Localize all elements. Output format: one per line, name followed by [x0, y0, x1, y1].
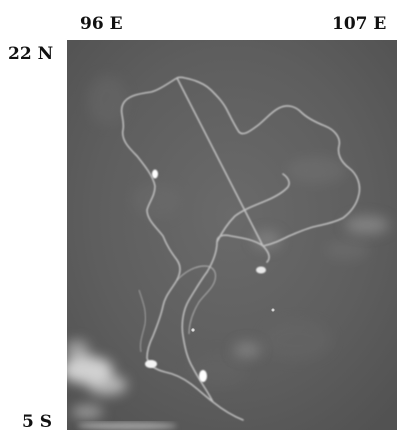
cloud-cover [67, 216, 389, 419]
latitude-label-north: 22 N [8, 44, 54, 64]
satellite-map-svg [67, 40, 397, 430]
coastline-outline [120, 76, 361, 421]
gulf-coastline [176, 265, 217, 335]
longitude-label-west: 96 E [80, 14, 123, 34]
satellite-map-image [67, 40, 397, 430]
cloud-streak-bottom [77, 422, 177, 430]
latitude-label-south: 5 S [22, 412, 53, 432]
longitude-label-east: 107 E [332, 14, 387, 34]
island-chain [138, 289, 147, 353]
bright-spots [145, 169, 275, 382]
